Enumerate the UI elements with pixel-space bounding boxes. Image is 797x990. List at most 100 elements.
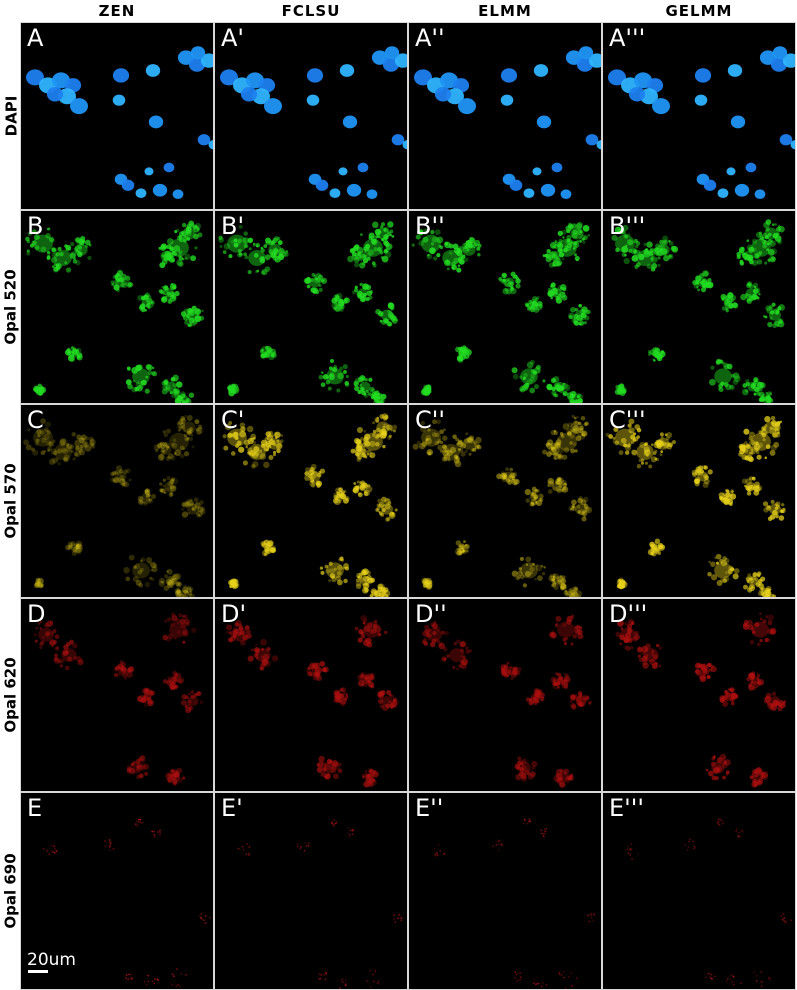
signal-speck <box>144 488 150 493</box>
signal-speck <box>34 245 40 251</box>
signal-speck <box>189 588 193 593</box>
signal-speck <box>767 628 774 635</box>
signal-speck <box>566 240 570 243</box>
signal-speck <box>514 971 517 973</box>
signal-speck <box>172 781 178 786</box>
signal-speck <box>135 758 141 765</box>
nucleus <box>346 183 362 197</box>
signal-speck <box>459 648 465 653</box>
signal-speck <box>628 249 633 254</box>
signal-speck <box>172 670 178 676</box>
signal-speck <box>197 232 203 238</box>
signal-speck <box>368 781 374 787</box>
signal-speck <box>767 248 775 256</box>
signal-speck <box>358 576 365 583</box>
signal-speck <box>49 620 54 625</box>
signal-speck <box>186 498 190 502</box>
signal-speck <box>574 431 578 435</box>
signal-speck <box>189 586 194 592</box>
signal-speck <box>140 379 147 386</box>
signal-speck <box>55 457 60 462</box>
signal-speck <box>750 452 754 455</box>
signal-speck <box>188 708 191 712</box>
signal-speck <box>560 479 567 486</box>
signal-speck <box>163 491 167 495</box>
signal-speck <box>570 590 576 596</box>
signal-speck <box>752 572 758 578</box>
signal-speck <box>377 586 381 590</box>
cell-body <box>182 421 196 434</box>
signal-speck <box>695 275 702 282</box>
signal-speck <box>555 295 560 301</box>
signal-speck <box>168 576 174 582</box>
signal-speck <box>552 678 557 683</box>
signal-speck <box>369 675 374 680</box>
signal-speck <box>724 759 731 766</box>
signal-speck <box>175 381 183 388</box>
signal-speck <box>40 418 46 424</box>
signal-speck <box>624 645 629 650</box>
signal-speck <box>153 830 156 833</box>
signal-speck <box>528 299 533 305</box>
signal-speck <box>427 451 432 456</box>
signal-speck <box>644 442 649 446</box>
signal-speck <box>69 252 76 260</box>
signal-speck <box>180 417 187 424</box>
signal-speck <box>553 775 561 783</box>
signal-speck <box>344 978 347 981</box>
signal-speck <box>53 845 55 848</box>
signal-speck <box>627 619 635 626</box>
signal-speck <box>691 469 698 476</box>
signal-speck <box>562 382 566 386</box>
signal-speck <box>774 223 777 226</box>
signal-speck <box>283 251 289 257</box>
signal-speck <box>635 241 641 246</box>
signal-speck <box>67 656 73 662</box>
signal-speck <box>222 250 227 254</box>
signal-speck <box>563 684 569 689</box>
signal-speck <box>767 976 770 979</box>
signal-speck <box>67 544 73 550</box>
signal-speck <box>359 262 366 269</box>
signal-speck <box>756 251 762 257</box>
signal-speck <box>625 645 631 652</box>
signal-speck <box>570 592 576 597</box>
signal-speck <box>644 461 648 465</box>
signal-speck <box>565 225 572 232</box>
signal-speck <box>275 442 283 450</box>
signal-speck <box>336 579 343 586</box>
signal-speck <box>165 448 169 451</box>
cell-body <box>186 503 200 515</box>
signal-speck <box>702 669 709 676</box>
signal-speck <box>571 507 575 511</box>
signal-speck <box>160 488 166 494</box>
signal-speck <box>320 371 324 374</box>
signal-speck <box>235 241 240 246</box>
signal-speck <box>190 694 195 699</box>
signal-speck <box>307 666 311 670</box>
signal-speck <box>725 492 731 498</box>
signal-speck <box>185 699 192 707</box>
signal-speck <box>182 640 186 644</box>
signal-speck <box>146 696 152 702</box>
signal-speck <box>181 502 186 507</box>
signal-speck <box>518 567 523 571</box>
signal-speck <box>45 233 51 239</box>
signal-speck <box>449 446 457 454</box>
nucleus <box>306 94 320 106</box>
signal-speck <box>70 541 76 546</box>
signal-speck <box>367 484 371 488</box>
signal-speck <box>127 669 132 674</box>
signal-speck <box>624 621 628 626</box>
signal-speck <box>629 645 634 650</box>
signal-speck <box>370 673 374 677</box>
signal-speck <box>551 390 557 396</box>
signal-speck <box>667 253 674 260</box>
signal-speck <box>751 450 756 455</box>
signal-speck <box>756 259 763 265</box>
signal-speck <box>388 434 392 438</box>
signal-speck <box>90 443 96 449</box>
cell-body <box>354 444 366 455</box>
signal-speck <box>555 615 562 622</box>
signal-speck <box>733 375 741 383</box>
